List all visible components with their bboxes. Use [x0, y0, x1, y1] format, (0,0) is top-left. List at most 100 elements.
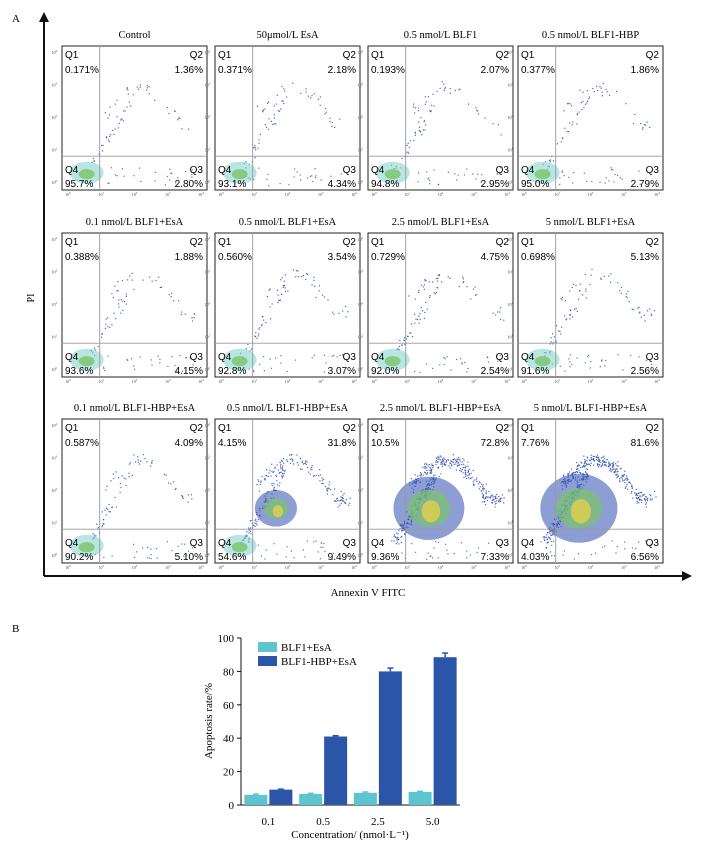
flow-dot — [438, 274, 440, 276]
flow-dot — [609, 468, 611, 470]
flow-y-tick-label: 104 — [205, 422, 211, 428]
flow-dot — [590, 554, 593, 556]
quadrant-value-q1: 7.76% — [521, 438, 549, 449]
flow-density-peak — [570, 499, 592, 524]
bar-y-tick-label: 80 — [223, 666, 235, 678]
quadrant-value-q4: 91.6% — [521, 366, 549, 377]
flow-dot — [404, 343, 406, 345]
flow-dot — [589, 465, 592, 467]
flow-dot — [414, 313, 416, 315]
flow-dot — [491, 495, 493, 497]
flow-dot — [391, 540, 393, 542]
flow-dot — [643, 314, 645, 316]
flow-x-tick-label: 103 — [318, 191, 324, 197]
flow-dot — [184, 543, 186, 545]
flow-dot — [273, 543, 275, 545]
flow-dot — [567, 131, 570, 133]
flow-dot — [179, 355, 181, 357]
flow-dot — [472, 173, 474, 175]
flow-dot — [474, 294, 476, 296]
flow-dot — [599, 464, 601, 466]
flow-y-tick-label: 100 — [52, 179, 58, 185]
flow-dot — [559, 330, 561, 332]
flow-dot — [174, 488, 176, 490]
flow-dot — [461, 461, 463, 463]
flow-dot — [448, 465, 450, 467]
flow-dot — [121, 168, 123, 170]
flow-density-core — [231, 542, 248, 553]
quadrant-value-q3: 2.54% — [481, 366, 509, 377]
flow-dot — [631, 485, 633, 488]
flow-dot — [440, 463, 442, 465]
flow-dot — [479, 482, 481, 484]
flow-dot — [626, 297, 628, 299]
flow-dot — [292, 463, 295, 465]
flow-dot — [322, 294, 324, 296]
flow-dot — [117, 127, 120, 129]
flow-dot — [590, 457, 592, 459]
flow-dot — [426, 469, 428, 472]
flow-dot — [159, 286, 161, 289]
flow-dot — [642, 494, 644, 496]
flow-dot — [310, 97, 312, 99]
flow-dot — [275, 123, 277, 125]
flow-dot — [556, 325, 558, 327]
flow-y-tick-label: 101 — [358, 147, 364, 153]
flow-dot — [191, 317, 193, 319]
quadrant-name-q1: Q1 — [521, 423, 535, 434]
flow-dot — [420, 473, 422, 475]
flow-dot — [589, 367, 591, 369]
flow-dot — [325, 111, 327, 113]
flow-dot — [549, 532, 551, 534]
flow-dot — [576, 113, 578, 115]
flow-dot — [495, 314, 497, 316]
flow-dot — [450, 369, 452, 371]
flow-y-tick-label: 100 — [508, 179, 514, 185]
flow-dot — [569, 314, 571, 316]
flow-dot — [608, 461, 610, 463]
flow-dot — [269, 306, 271, 308]
quadrant-value-q4: 4.03% — [521, 552, 549, 563]
flow-dot — [606, 458, 608, 461]
flow-dot — [628, 301, 630, 303]
flow-dot — [463, 459, 465, 461]
flow-dot — [187, 185, 189, 187]
flow-dot — [342, 354, 344, 356]
flow-dot — [160, 286, 162, 288]
flow-dot — [596, 454, 599, 456]
flow-dot — [577, 465, 579, 467]
flow-dot — [609, 94, 611, 96]
flow-dot — [322, 482, 324, 485]
flow-dot — [192, 364, 194, 366]
flow-dot — [626, 477, 628, 479]
quadrant-name-q4: Q4 — [65, 352, 79, 363]
flow-dot — [578, 464, 580, 466]
flow-y-tick-label: 104 — [52, 49, 58, 55]
flow-dot — [603, 464, 606, 466]
flow-dot — [148, 557, 150, 559]
flow-dot — [571, 286, 573, 289]
flow-dot — [582, 465, 584, 467]
flow-dot — [407, 335, 409, 338]
flow-dot — [289, 462, 292, 464]
flow-dot — [413, 103, 415, 105]
flow-dot — [620, 286, 623, 288]
flow-dot — [594, 460, 596, 462]
flow-dot — [258, 167, 260, 169]
flow-dot — [473, 485, 475, 487]
flow-dot — [403, 337, 406, 339]
flow-dot — [430, 467, 432, 469]
flow-dot — [304, 462, 306, 464]
flow-dot — [113, 312, 115, 314]
flow-dot — [436, 90, 438, 92]
flow-dot — [641, 501, 643, 503]
flow-dot — [492, 496, 494, 498]
flow-dot — [116, 99, 118, 101]
flow-dot — [581, 462, 583, 464]
flow-dot — [133, 365, 135, 367]
flow-dot — [421, 310, 423, 312]
flow-dot — [438, 456, 440, 458]
flow-dot — [122, 120, 124, 122]
flow-dot — [255, 332, 257, 334]
